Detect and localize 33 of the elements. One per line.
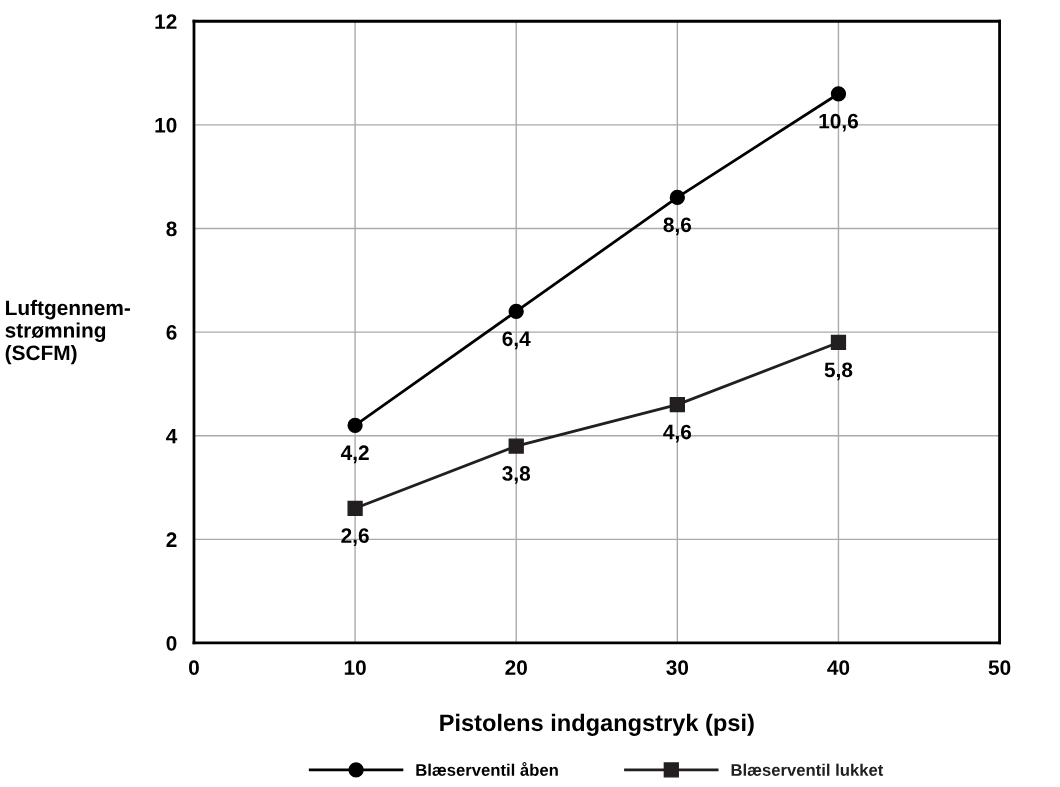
- data-label: 2,6: [341, 528, 369, 547]
- point: [347, 417, 363, 434]
- data-label: 10,6: [819, 113, 858, 132]
- y-tick-label: 4: [166, 428, 178, 444]
- y-tick-label: 2: [166, 532, 177, 547]
- point: [347, 500, 363, 516]
- x-tick-label: 20: [505, 660, 527, 675]
- point: [508, 303, 524, 320]
- x-tick-label: 50: [988, 660, 1011, 675]
- y-axis-title: Luftgennem- strømning (SCFM): [5, 299, 130, 365]
- y-tick-label: 10: [155, 117, 177, 133]
- text: Blæserventil åben: [416, 762, 558, 776]
- y-tick-label: 8: [166, 221, 177, 237]
- data-label: 6,4: [502, 331, 531, 350]
- x-tick-label: 40: [827, 660, 850, 675]
- point: [508, 438, 524, 454]
- y-tick-label: 0: [166, 635, 177, 651]
- point: [830, 334, 847, 351]
- data-label: 3,8: [502, 466, 531, 484]
- data-label: 4,6: [663, 424, 692, 443]
- y-tick-label: 12: [155, 14, 177, 29]
- point: [830, 86, 847, 102]
- x-tick-label: 0: [189, 660, 199, 675]
- x-axis-title: Pistolens indgangstryk (psi): [440, 713, 754, 736]
- data-label: 4,2: [340, 445, 369, 464]
- data-label: 5,8: [824, 362, 853, 381]
- y-tick-label: 6: [166, 325, 177, 340]
- point: [669, 189, 685, 206]
- x-tick-label: 30: [666, 660, 689, 675]
- data-label: 8,6: [663, 217, 692, 236]
- text: Blæserventil lukket: [731, 763, 884, 776]
- point: [669, 397, 685, 413]
- x-tick-label: 10: [344, 660, 366, 675]
